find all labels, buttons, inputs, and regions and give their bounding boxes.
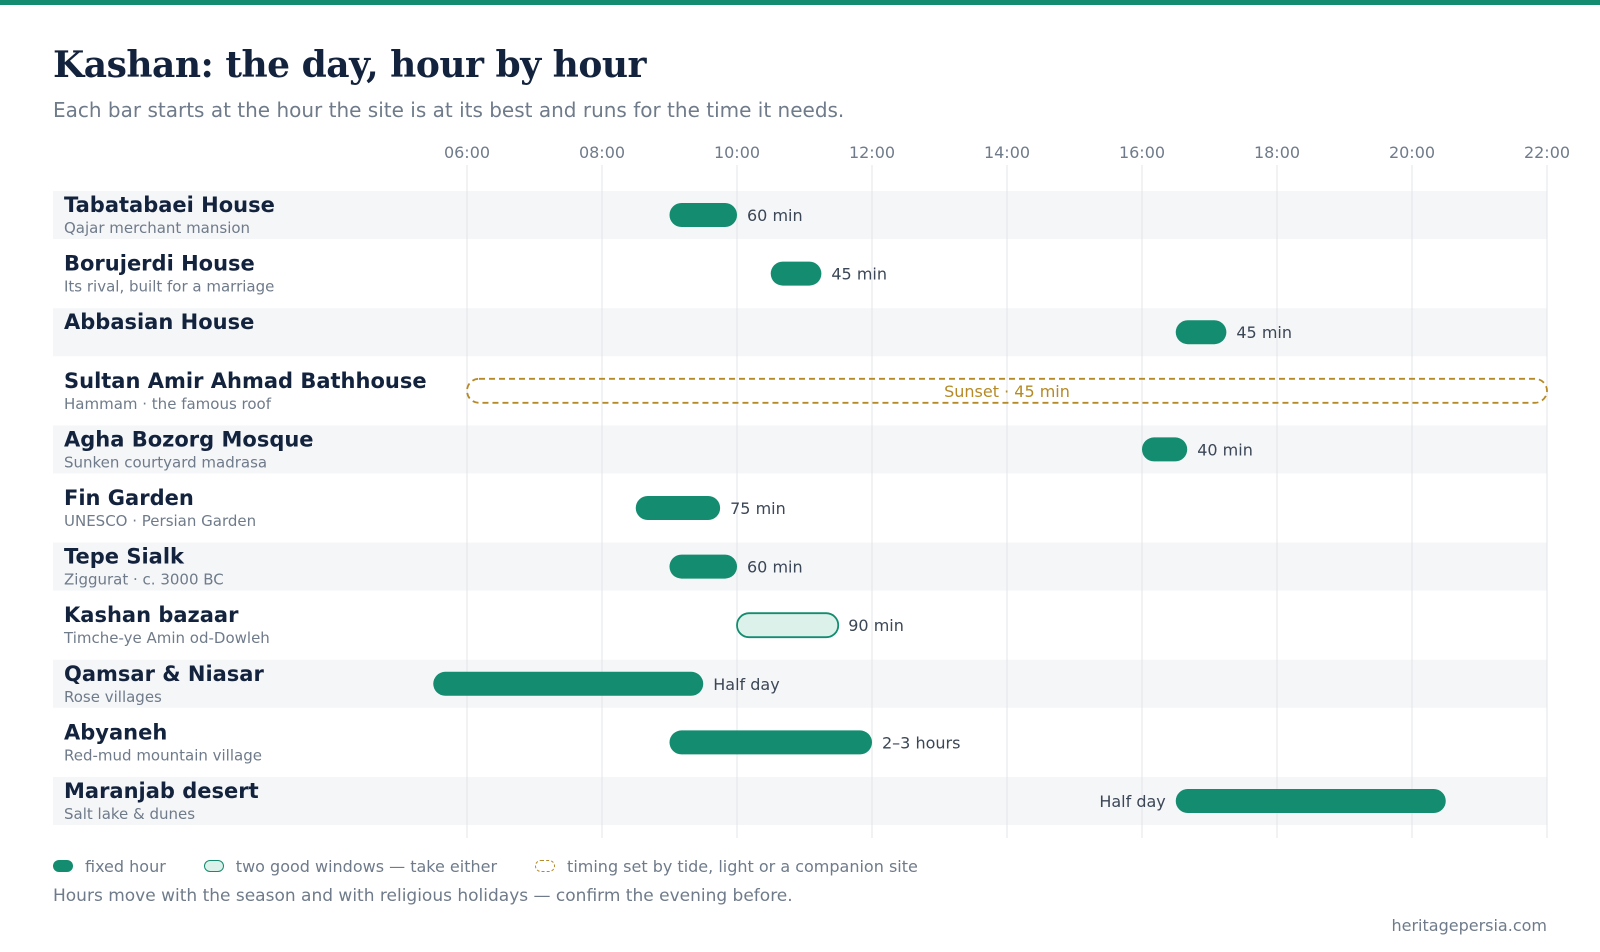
row-note: Red-mud mountain village xyxy=(64,746,262,764)
duration-bar xyxy=(1175,320,1227,345)
row-label: Abyaneh xyxy=(64,720,167,744)
legend-label-two-windows: two good windows — take either xyxy=(235,856,498,876)
x-tick-label: 10:00 xyxy=(714,143,760,162)
row-note: Qajar merchant mansion xyxy=(64,219,250,237)
bar-label: 60 min xyxy=(747,206,803,225)
chart-title: Kashan: the day, hour by hour xyxy=(53,44,646,86)
x-tick-label: 18:00 xyxy=(1254,143,1300,162)
legend-item-fixed: fixed hour xyxy=(53,857,166,876)
bar-label: 60 min xyxy=(747,558,803,577)
legend-swatch-two-windows xyxy=(203,860,224,872)
row-note: Its rival, built for a marriage xyxy=(64,278,274,296)
row-label: Tabatabaei House xyxy=(64,193,275,217)
legend-swatch-fixed xyxy=(53,860,73,872)
duration-bar xyxy=(669,730,872,755)
x-tick-label: 12:00 xyxy=(849,143,895,162)
row-note: Ziggurat · c. 3000 BC xyxy=(64,571,224,589)
legend-label-fixed: fixed hour xyxy=(85,856,166,876)
row-label: Fin Garden xyxy=(64,486,194,510)
chart-subtitle: Each bar starts at the hour the site is … xyxy=(53,98,845,122)
row-band xyxy=(53,659,1547,708)
row-note: Sunken courtyard madrasa xyxy=(64,453,267,471)
row-label: Abbasian House xyxy=(64,310,254,334)
legend: fixed hour two good windows — take eithe… xyxy=(53,855,956,877)
row-band xyxy=(53,308,1547,357)
bar-label: 75 min xyxy=(730,499,786,518)
bar-label: 2–3 hours xyxy=(882,733,960,752)
row-note: Timche-ye Amin od-Dowleh xyxy=(63,629,270,647)
row-band xyxy=(53,542,1547,591)
row-note: Rose villages xyxy=(64,688,162,706)
legend-item-dependent: timing set by tide, light or a companion… xyxy=(535,857,918,876)
row-note: Salt lake & dunes xyxy=(64,805,195,823)
row-band xyxy=(53,191,1547,239)
duration-bar xyxy=(1142,437,1188,462)
row-label: Maranjab desert xyxy=(64,779,259,803)
duration-bar xyxy=(770,261,822,286)
row-note: Hammam · the famous roof xyxy=(64,395,272,413)
duration-bar xyxy=(669,203,737,227)
duration-bar xyxy=(433,671,704,696)
x-tick-label: 06:00 xyxy=(444,143,490,162)
bar-label: Half day xyxy=(713,675,779,694)
bar-label: 40 min xyxy=(1197,440,1253,459)
duration-bar xyxy=(635,496,721,520)
bar-label: Half day xyxy=(1099,792,1165,811)
x-tick-label: 22:00 xyxy=(1524,143,1570,162)
duration-bar xyxy=(669,554,737,579)
row-label: Kashan bazaar xyxy=(64,603,239,627)
row-note: UNESCO · Persian Garden xyxy=(64,512,256,530)
bar-label: 45 min xyxy=(831,265,887,284)
bar-label: 45 min xyxy=(1236,323,1292,342)
row-label: Qamsar & Niasar xyxy=(64,662,264,686)
bar-label: Sunset · 45 min xyxy=(944,382,1070,401)
footnote: Hours move with the season and with reli… xyxy=(53,886,793,906)
x-tick-label: 08:00 xyxy=(579,143,625,162)
top-accent-bar xyxy=(0,0,1600,5)
x-tick-label: 14:00 xyxy=(984,143,1030,162)
row-label: Tepe Sialk xyxy=(64,545,185,569)
row-label: Borujerdi House xyxy=(64,252,255,276)
legend-label-dependent: timing set by tide, light or a companion… xyxy=(567,856,918,876)
legend-item-two-windows: two good windows — take either xyxy=(203,856,498,876)
timing-window-bar xyxy=(466,377,1548,404)
row-label: Agha Bozorg Mosque xyxy=(64,427,314,451)
duration-bar xyxy=(736,612,840,639)
x-tick-label: 16:00 xyxy=(1119,143,1165,162)
legend-swatch-dependent xyxy=(535,860,556,872)
source-credit: heritagepersia.com xyxy=(1391,916,1547,935)
bar-label: 90 min xyxy=(848,616,904,635)
row-label: Sultan Amir Ahmad Bathhouse xyxy=(64,369,427,393)
duration-bar xyxy=(1175,789,1446,813)
row-band xyxy=(53,425,1547,474)
x-tick-label: 20:00 xyxy=(1389,143,1435,162)
